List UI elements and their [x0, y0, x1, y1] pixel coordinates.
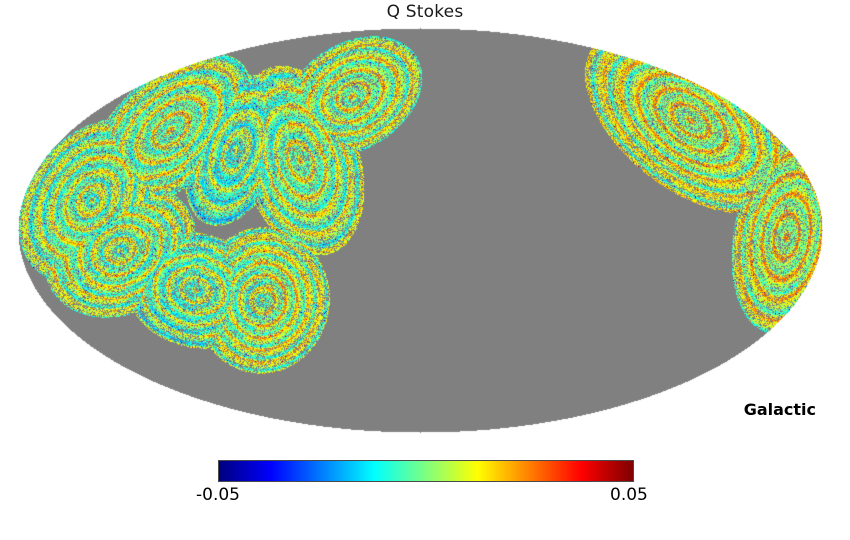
- colorbar-gradient[interactable]: [218, 460, 634, 482]
- colorbar-max-label: 0.05: [610, 485, 648, 505]
- sky-map-canvas[interactable]: [0, 0, 850, 445]
- colorbar: -0.05 0.05: [0, 455, 850, 515]
- colorbar-min-label: -0.05: [196, 485, 240, 505]
- coordinate-system-label: Galactic: [743, 400, 816, 419]
